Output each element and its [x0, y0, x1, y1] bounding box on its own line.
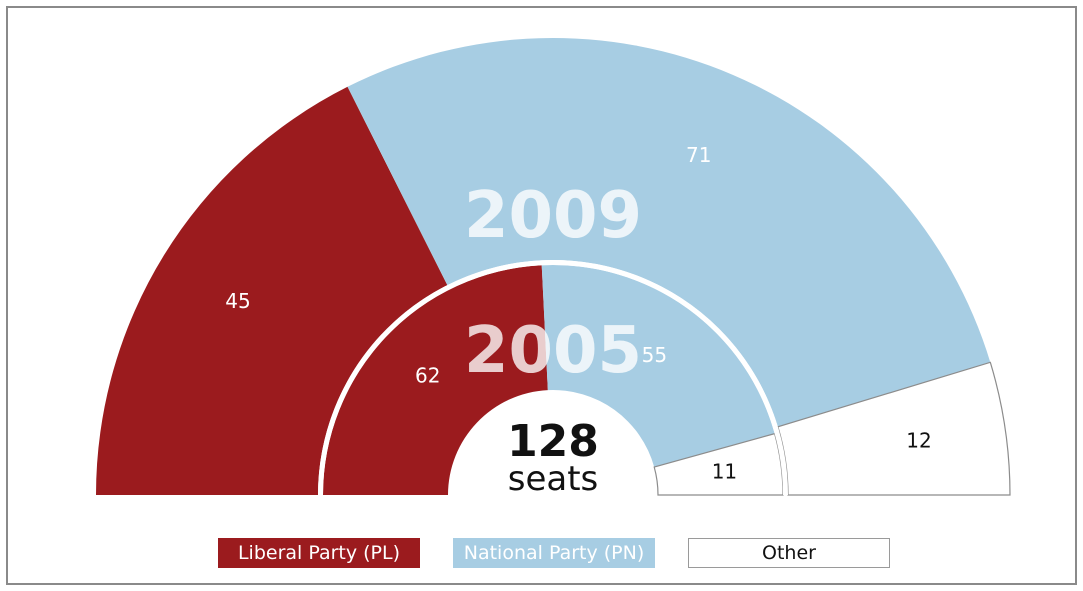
legend-label-national: National Party (PN): [463, 542, 645, 564]
ring-2005: 62 55 11: [318, 260, 788, 496]
value-label-2005-other: 11: [712, 460, 737, 484]
year-label-2005: 2005: [464, 314, 642, 388]
slice-2005-liberal-party-pl: [323, 265, 548, 495]
total-seats-unit: seats: [508, 459, 599, 499]
ring-2009: 45 71 12: [96, 37, 1011, 496]
slice-2009-liberal-party-pl: [96, 86, 448, 495]
legend-item-other: Other: [688, 538, 890, 568]
value-label-2005-national-party-pn: 55: [642, 343, 667, 367]
value-label-2005-liberal-party-pl: 62: [415, 364, 440, 388]
legend-item-liberal: Liberal Party (PL): [218, 538, 420, 568]
slice-2005-national-party-pn: [541, 265, 775, 467]
legend-item-national: National Party (PN): [453, 538, 655, 568]
legend-label-other: Other: [762, 542, 816, 564]
legend-label-liberal: Liberal Party (PL): [237, 542, 401, 564]
value-label-2009-liberal-party-pl: 45: [225, 289, 250, 313]
value-label-2009-national-party-pn: 71: [686, 143, 711, 167]
total-seats-number: 128: [507, 416, 599, 467]
value-label-2009-other: 12: [906, 429, 931, 453]
slice-2005-other: [653, 432, 784, 496]
year-label-2009: 2009: [464, 179, 642, 253]
slice-2009-national-party-pn: [347, 37, 991, 427]
ring-separator: [318, 260, 788, 496]
